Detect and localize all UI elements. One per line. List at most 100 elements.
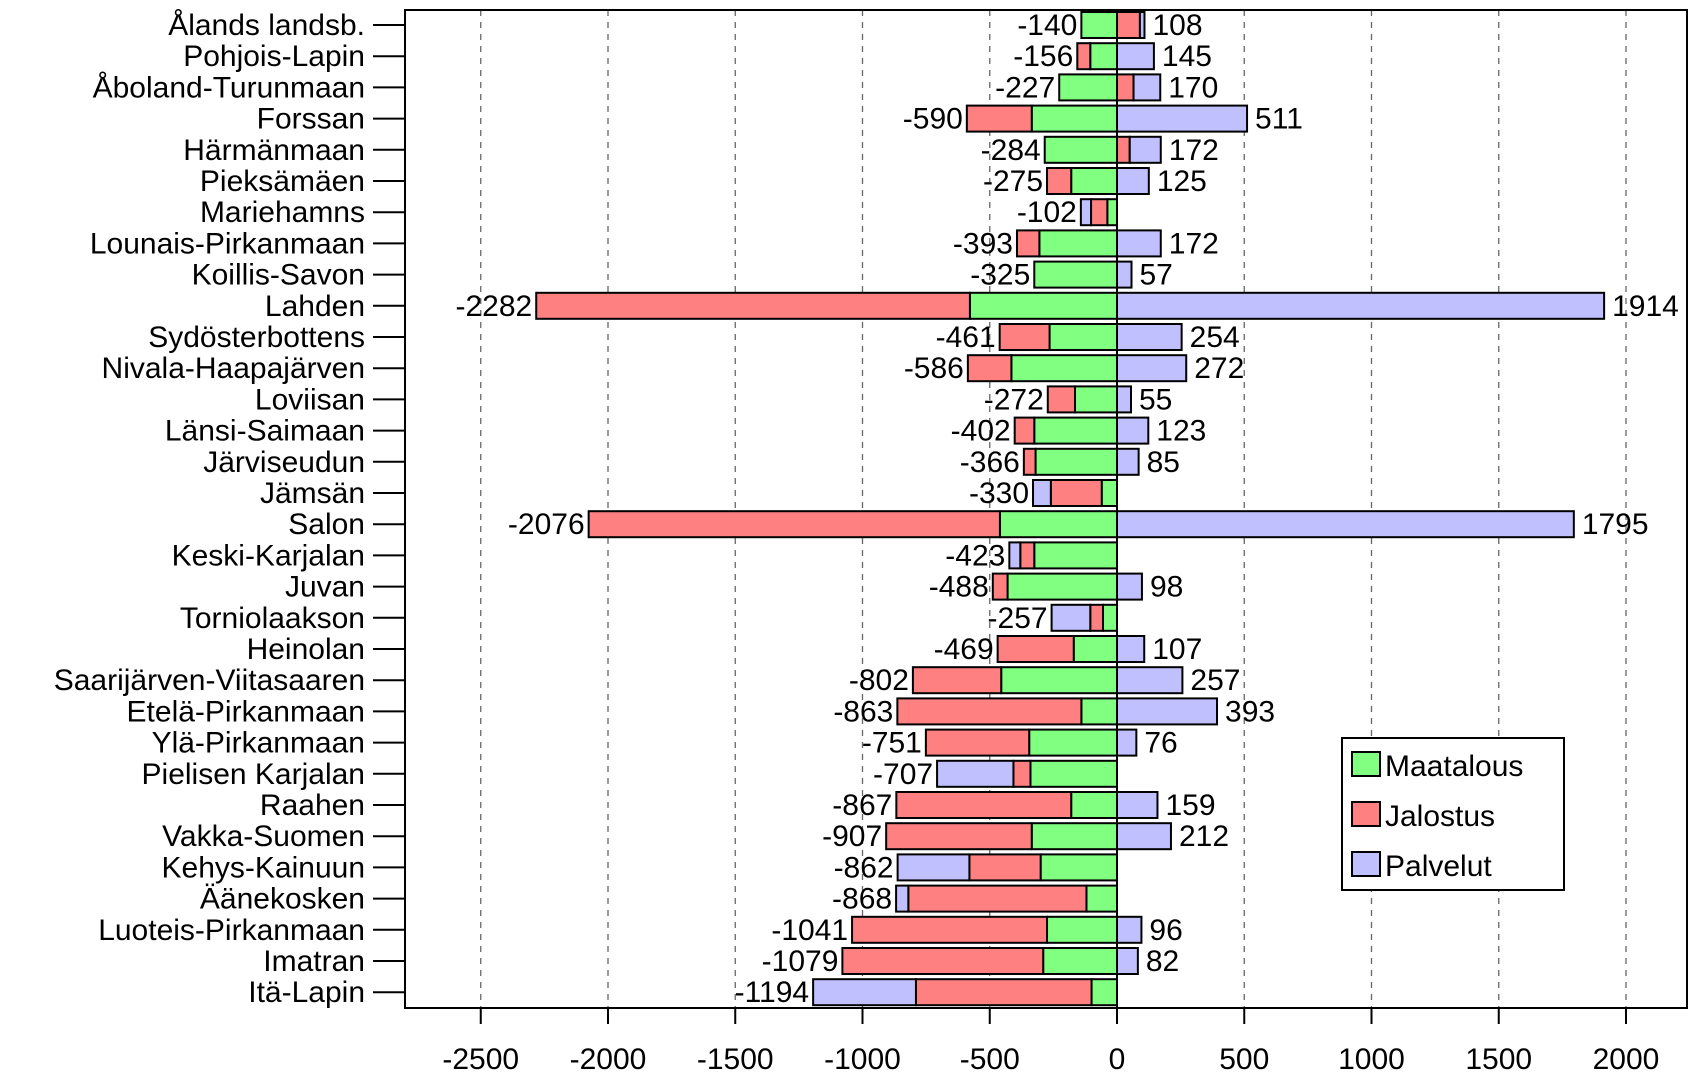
- bar-jalostus: [914, 978, 1093, 1007]
- bar-maatalous: [1043, 135, 1119, 164]
- bar-palvelut: [1116, 354, 1188, 383]
- positive-total-label: 125: [1157, 165, 1207, 198]
- bar-jalostus: [1046, 385, 1077, 414]
- plot-frame: [404, 9, 1688, 1009]
- negative-total-label: -868: [832, 883, 892, 916]
- region-label: Järviseudun: [203, 446, 365, 479]
- bar-palvelut: [896, 853, 971, 882]
- region-label: Länsi-Saimaan: [165, 415, 365, 448]
- bar-palvelut: [1116, 104, 1249, 133]
- bar-maatalous: [1029, 759, 1118, 788]
- negative-total-label: -863: [833, 695, 893, 728]
- bar-palvelut: [1032, 479, 1052, 507]
- bar-palvelut: [1138, 11, 1146, 39]
- negative-total-label: -402: [951, 415, 1011, 448]
- positive-total-label: 254: [1190, 321, 1240, 354]
- region-label: Keski-Karjalan: [172, 539, 365, 572]
- bar-palvelut: [812, 978, 917, 1007]
- bar-palvelut: [1008, 541, 1022, 570]
- positive-total-label: 172: [1169, 134, 1219, 167]
- positive-total-label: 257: [1190, 664, 1240, 697]
- negative-total-label: -1079: [762, 945, 839, 978]
- bar-jalostus: [1013, 416, 1036, 445]
- negative-total-label: -272: [984, 383, 1044, 416]
- bar-jalostus: [1090, 198, 1109, 227]
- negative-total-label: -284: [981, 134, 1041, 167]
- bar-jalostus: [991, 572, 1009, 601]
- bar-palvelut: [1116, 635, 1146, 663]
- bar-jalostus: [1116, 11, 1141, 39]
- negative-total-label: -469: [934, 633, 994, 666]
- negative-total-label: -867: [832, 789, 892, 822]
- region-label: Lahden: [265, 290, 365, 323]
- negative-total-label: -227: [995, 71, 1055, 104]
- region-label: Ylä-Pirkanmaan: [152, 727, 365, 760]
- bar-jalostus: [1015, 229, 1041, 258]
- bar-jalostus: [968, 853, 1042, 882]
- bar-jalostus: [911, 666, 1003, 695]
- bar-palvelut: [1116, 42, 1155, 71]
- region-label: Itä-Lapin: [248, 976, 365, 1009]
- bar-maatalous: [1080, 11, 1118, 39]
- negative-total-label: -257: [988, 602, 1048, 635]
- bar-palvelut: [1116, 915, 1143, 944]
- bar-maatalous: [968, 291, 1118, 320]
- bar-jalostus: [1046, 167, 1073, 195]
- positive-total-label: 393: [1225, 695, 1275, 728]
- x-tick-label: 1500: [1465, 1043, 1532, 1074]
- bar-palvelut: [1116, 791, 1159, 819]
- legend-label-maatalous: Maatalous: [1385, 750, 1523, 783]
- bar-maatalous: [1070, 167, 1118, 195]
- bar-palvelut: [1116, 167, 1150, 195]
- region-label: Imatran: [263, 945, 365, 978]
- positive-total-label: 1914: [1612, 290, 1679, 323]
- region-label: Jämsän: [260, 477, 365, 510]
- region-label: Loviisan: [255, 383, 365, 416]
- legend-swatch-maatalous: [1351, 751, 1381, 777]
- bar-maatalous: [1089, 42, 1118, 71]
- bar-palvelut: [1116, 229, 1162, 258]
- region-label: Sydösterbottens: [148, 321, 365, 354]
- region-label: Pohjois-Lapin: [183, 40, 365, 73]
- region-label: Forssan: [257, 103, 365, 136]
- bar-palvelut: [1116, 385, 1132, 414]
- x-tick-label: -2000: [570, 1043, 647, 1074]
- region-label: Pielisen Karjalan: [142, 758, 365, 791]
- bar-maatalous: [1102, 603, 1118, 632]
- negative-total-label: -907: [822, 820, 882, 853]
- legend-label-jalostus: Jalostus: [1385, 800, 1495, 833]
- positive-total-label: 108: [1152, 9, 1202, 42]
- x-axis: -2500 -2000 -1500 -1000 -500 0 500 1000 1500 2000: [442, 1008, 1659, 1074]
- region-label: Juvan: [285, 571, 365, 604]
- bar-jalostus: [896, 697, 1083, 726]
- bar-palvelut: [1116, 323, 1183, 351]
- bar-palvelut: [1116, 697, 1219, 726]
- negative-total-label: -275: [983, 165, 1043, 198]
- legend-swatch-jalostus: [1351, 801, 1381, 827]
- bar-palvelut: [895, 884, 910, 913]
- bar-jalostus: [1049, 479, 1103, 507]
- x-tick-label: 500: [1219, 1043, 1269, 1074]
- bar-palvelut: [1050, 603, 1092, 632]
- negative-total-label: -802: [849, 664, 909, 697]
- bar-maatalous: [1070, 791, 1118, 819]
- bar-jalostus: [535, 291, 971, 320]
- region-label: Härmänmaan: [183, 134, 365, 167]
- negative-total-label: -461: [936, 321, 996, 354]
- positive-total-label: 272: [1194, 352, 1244, 385]
- bar-palvelut: [1116, 666, 1184, 695]
- negative-total-label: -366: [960, 446, 1020, 479]
- positive-total-label: 57: [1140, 259, 1173, 292]
- region-label: Mariehamns: [200, 196, 365, 229]
- bar-maatalous: [1033, 541, 1118, 570]
- bar-maatalous: [1039, 853, 1119, 882]
- negative-total-label: -488: [929, 571, 989, 604]
- bar-jalostus: [1022, 447, 1037, 476]
- region-label: Kehys-Kainuun: [162, 851, 365, 884]
- bar-palvelut: [1116, 510, 1575, 539]
- negative-total-label: -2282: [455, 290, 532, 323]
- negative-total-label: -423: [945, 539, 1005, 572]
- negative-total-label: -140: [1017, 9, 1077, 42]
- bar-jalostus: [1089, 603, 1105, 632]
